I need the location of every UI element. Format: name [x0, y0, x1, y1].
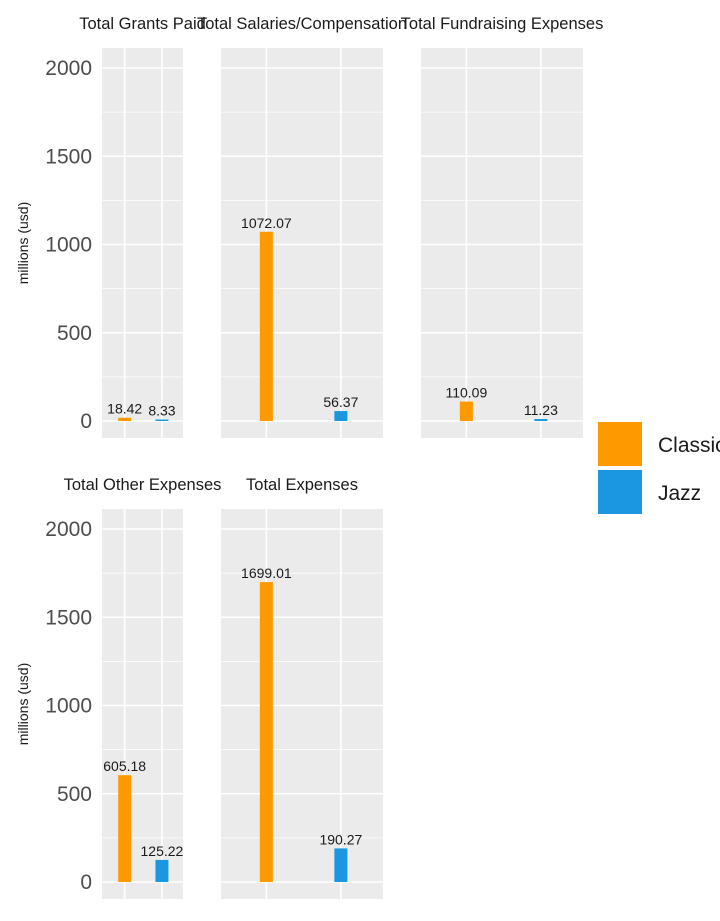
- y-tick-label: 2000: [45, 518, 92, 541]
- legend-key: [598, 470, 642, 514]
- facet-title: Total Salaries/Compensation: [197, 15, 407, 33]
- facet-title: Total Other Expenses: [64, 476, 222, 494]
- legend: Classical Jazz: [583, 392, 720, 514]
- panel-background: [221, 48, 383, 438]
- panel-background: [102, 48, 183, 438]
- y-tick-label: 500: [57, 322, 92, 345]
- legend-label: Classical: [658, 434, 720, 457]
- facet-title: Total Fundraising Expenses: [401, 15, 604, 33]
- facet-panel: 605.18 125.22: [102, 509, 184, 899]
- facet-panels: 18.42 8.33 1072.07 56.37 110.09 11.23 605.18 12…: [102, 48, 583, 899]
- data-label: 56.37: [323, 394, 358, 410]
- bar: [259, 582, 273, 882]
- y-axis-label: millions (usd): [15, 202, 31, 284]
- bar: [155, 859, 169, 882]
- y-tick-label: 0: [80, 871, 92, 894]
- bar: [459, 401, 473, 421]
- y-tick-label: 1500: [45, 145, 92, 168]
- data-label: 8.33: [148, 403, 175, 419]
- bar: [118, 775, 132, 882]
- bar: [534, 419, 548, 421]
- y-tick-label: 1000: [45, 234, 92, 257]
- legend-label: Jazz: [658, 482, 701, 505]
- data-label: 125.22: [141, 843, 184, 859]
- y-tick-labels: 0 500 1000 1500 2000 0 500 1000 1500 2000: [45, 57, 92, 894]
- panel-background: [221, 509, 383, 899]
- facet-panel: 18.42 8.33: [102, 48, 183, 438]
- data-label: 110.09: [445, 385, 487, 401]
- y-tick-label: 0: [80, 410, 92, 433]
- facet-title: Total Grants Paid: [79, 15, 206, 33]
- y-tick-label: 2000: [45, 57, 92, 80]
- facet-title: Total Expenses: [246, 476, 358, 494]
- y-tick-label: 1000: [45, 695, 92, 718]
- data-label: 190.27: [319, 831, 362, 847]
- panel-background: [102, 509, 183, 899]
- facet-panel: 1699.01 190.27: [221, 509, 383, 899]
- y-axis-label: millions (usd): [15, 663, 31, 745]
- legend-key: [598, 422, 642, 466]
- data-label: 1699.01: [241, 565, 292, 581]
- data-label: 605.18: [103, 758, 146, 774]
- y-axis-labels: millions (usd) millions (usd): [15, 202, 31, 745]
- legend-background: [583, 392, 593, 432]
- data-label: 18.42: [107, 401, 142, 417]
- bar: [334, 848, 348, 882]
- bar: [334, 411, 348, 421]
- data-label: 1072.07: [241, 215, 292, 231]
- bar: [118, 417, 132, 421]
- data-label: 11.23: [524, 402, 558, 418]
- panel-background: [421, 48, 583, 438]
- bar: [155, 419, 169, 421]
- bar: [259, 231, 273, 421]
- facet-panel: 110.09 11.23: [421, 48, 583, 438]
- y-tick-label: 500: [57, 783, 92, 806]
- y-tick-label: 1500: [45, 606, 92, 629]
- facet-panel: 1072.07 56.37: [221, 48, 383, 438]
